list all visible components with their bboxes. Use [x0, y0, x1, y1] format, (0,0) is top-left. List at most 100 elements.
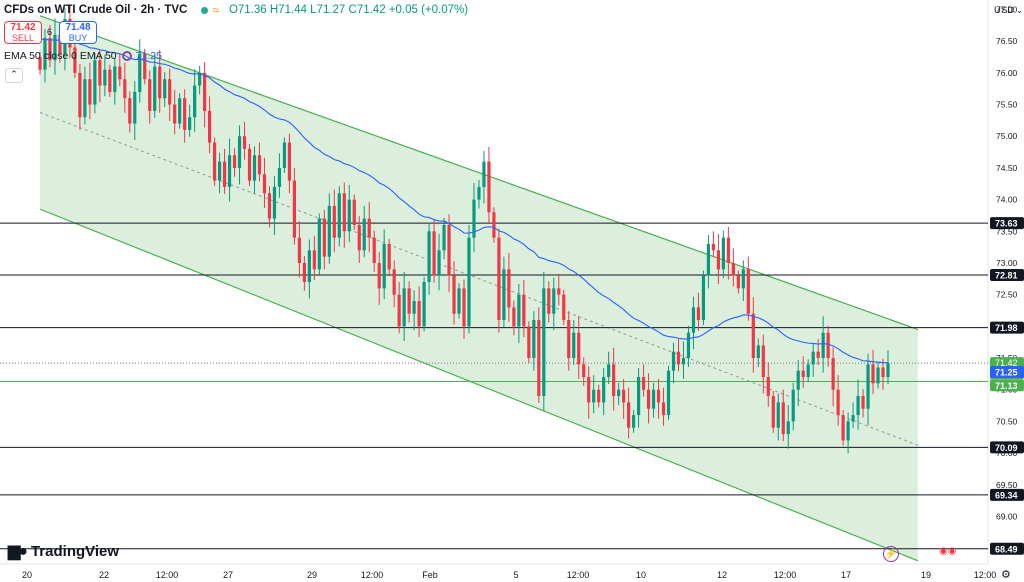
candle-body [502, 269, 506, 321]
currency-selector[interactable]: USD ⌄ [994, 5, 1023, 16]
candle-body [562, 294, 566, 321]
indicator-settings-icon[interactable] [121, 51, 132, 61]
candle-body [547, 288, 551, 314]
gear-icon[interactable]: ⚙ [1001, 569, 1011, 581]
candle-body [472, 199, 476, 238]
candle-body [262, 174, 267, 194]
y-tick-label: 77.00 [996, 5, 1018, 15]
candle-body [178, 98, 182, 124]
candle-body [821, 332, 825, 359]
candle-body [128, 98, 132, 124]
candle-body [776, 402, 780, 428]
candle-body [587, 377, 591, 403]
candle-body [577, 332, 581, 365]
sell-button[interactable]: 71.42 SELL [4, 21, 42, 44]
candle-body [671, 351, 676, 371]
candle-body [237, 136, 242, 168]
candle-body [247, 148, 252, 181]
lightning-icon[interactable]: ⚡ [883, 546, 899, 562]
channel-middle-line [39, 112, 919, 446]
candle-body [362, 218, 366, 251]
candle-body [721, 237, 725, 270]
candle-body [327, 205, 331, 257]
candle-body [377, 262, 381, 289]
x-tick-label: 20 [22, 570, 32, 580]
candle-body [367, 218, 371, 238]
candle-body [427, 231, 431, 282]
ohlc-readout: O71.36 H71.44 L71.27 C71.42 +0.05 (+0.07… [228, 4, 469, 16]
candle-body [651, 389, 656, 409]
symbol-title[interactable]: CFDs on WTI Crude Oil · 2h · TVC [4, 4, 188, 16]
candle-body [542, 288, 546, 397]
candle-body [711, 243, 716, 251]
candle-body [163, 79, 167, 99]
ema-label: EMA 50 close 0 EMA 50 [4, 50, 117, 62]
candle-body [537, 320, 541, 397]
sell-price: 71.42 [10, 22, 36, 33]
x-tick-label: Feb [422, 570, 438, 580]
candle-body [886, 363, 890, 378]
x-tick-label: 5 [513, 570, 518, 580]
candle-body [123, 79, 127, 99]
candle-body [512, 307, 516, 327]
candle-body [382, 243, 386, 289]
sell-label: SELL [11, 33, 35, 43]
candle-body [691, 307, 696, 333]
level-tag-bg [990, 441, 1024, 454]
candle-body [627, 402, 631, 428]
candle-body [851, 415, 855, 422]
buy-button[interactable]: 71.48 BUY [59, 21, 97, 44]
candle-body [646, 389, 651, 409]
logo-text: TradingView [30, 542, 120, 560]
candle-body [183, 98, 187, 130]
candle-body [118, 66, 122, 80]
candle-body [437, 250, 441, 276]
candle-body [826, 332, 830, 359]
candle-body [133, 91, 137, 124]
candle-body [43, 38, 47, 70]
candle-body [103, 69, 107, 86]
candle-body [641, 377, 646, 390]
candle-body [731, 262, 735, 276]
level-tag-bg [990, 321, 1024, 334]
candle-body [242, 136, 247, 149]
candle-body [876, 367, 880, 384]
channel-fill [40, 15, 918, 561]
tradingview-logo[interactable]: ▆● TradingView [8, 541, 119, 561]
ema-legend[interactable]: EMA 50 close 0 EMA 50 71.25 [4, 50, 162, 62]
x-tick-label: 12 [717, 570, 727, 580]
candle-body [203, 72, 207, 111]
candle-body [706, 243, 711, 276]
level-tag-bg [990, 542, 1024, 555]
candle-body [686, 332, 691, 359]
candle-body [741, 269, 745, 289]
candle-body [746, 269, 750, 314]
level-tag: 71.98 [995, 323, 1018, 333]
candle-body [861, 396, 865, 409]
channel-lower-line [39, 208, 919, 562]
candle-body [492, 212, 496, 238]
candle-body [452, 275, 456, 314]
candle-body [312, 250, 316, 270]
candle-body [796, 370, 800, 390]
candle-body [217, 161, 222, 181]
candle-body [487, 161, 491, 213]
candle-body [781, 402, 785, 435]
x-tick-label: 12:00 [774, 570, 797, 580]
candle-body [58, 34, 62, 54]
level-tag: 70.09 [995, 443, 1018, 453]
us-flag-icon[interactable]: ◉◉ [939, 546, 957, 557]
candle-body [572, 332, 576, 359]
candle-body [352, 199, 356, 225]
market-status-icon [201, 6, 209, 14]
candle-body [597, 389, 601, 403]
collapse-legend-button[interactable]: ⌃ [5, 68, 23, 83]
candle-body [786, 421, 790, 435]
y-tick-label: 72.50 [996, 290, 1018, 300]
candle-body [557, 288, 561, 295]
candle-body [113, 66, 117, 92]
candle-body [701, 275, 706, 321]
level-tag-bg [990, 488, 1024, 501]
x-tick-label: 12:00 [974, 570, 997, 580]
